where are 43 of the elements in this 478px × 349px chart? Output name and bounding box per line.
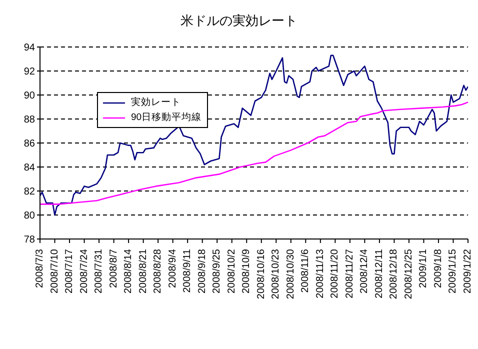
x-tick-label: 2008/12/4: [359, 248, 370, 294]
x-tick-label: 2008/12/18: [388, 248, 400, 300]
x-tick-label: 2008/10/30: [285, 248, 296, 300]
x-tick-label: 2008/8/7: [108, 248, 120, 288]
x-tick-label: 2008/9/11: [182, 248, 194, 293]
x-tick-label: 2008/7/24: [78, 248, 90, 294]
x-tick-label: 2008/7/10: [49, 248, 60, 294]
x-tick-label: 2008/12/11: [374, 248, 385, 298]
x-tick-label: 2008/11/13: [314, 248, 326, 298]
x-tick-label: 2008/10/9: [241, 248, 252, 294]
x-tick-label: 2008/7/17: [64, 248, 76, 294]
y-tick-label: 80: [24, 210, 36, 222]
y-tick-label: 86: [24, 138, 36, 150]
chart-title: 米ドルの実効レート: [180, 12, 298, 30]
x-tick-label: 2008/11/20: [330, 248, 341, 298]
y-tick-label: 94: [24, 42, 36, 54]
x-tick-label: 2009/1/8: [432, 248, 444, 288]
x-tick-label: 2008/10/23: [270, 248, 282, 300]
x-tick-label: 2008/7/3: [34, 248, 46, 288]
legend-label: 実効レート: [131, 96, 181, 110]
x-tick-label: 2008/10/16: [256, 248, 267, 300]
x-tick-label: 2009/1/1: [418, 248, 430, 288]
x-tick-label: 2009/1/15: [448, 248, 459, 294]
x-tick-label: 2008/11/27: [344, 248, 356, 298]
y-tick-label: 90: [24, 90, 36, 102]
x-tick-label: 2008/8/21: [138, 248, 149, 294]
y-tick-label: 78: [24, 234, 36, 246]
legend-label: 90日移動平均線: [131, 110, 202, 124]
y-tick-label: 92: [24, 66, 36, 78]
y-tick-label: 88: [24, 114, 36, 126]
x-tick-label: 2008/11/6: [300, 248, 312, 293]
y-tick-label: 82: [24, 186, 36, 198]
x-tick-label: 2008/12/25: [403, 248, 414, 300]
x-tick-label: 2008/7/31: [94, 248, 105, 294]
x-tick-label: 2008/8/14: [123, 248, 134, 294]
x-tick-label: 2008/10/2: [226, 248, 238, 294]
x-tick-label: 2008/8/28: [152, 248, 164, 294]
x-tick-label: 2008/9/25: [212, 248, 223, 294]
x-tick-label: 2008/9/18: [196, 248, 208, 294]
y-tick-label: 84: [24, 162, 36, 174]
line-series: [40, 54, 468, 216]
x-tick-label: 2008/9/4: [167, 248, 178, 288]
x-tick-label: 2009/1/22: [462, 248, 474, 294]
